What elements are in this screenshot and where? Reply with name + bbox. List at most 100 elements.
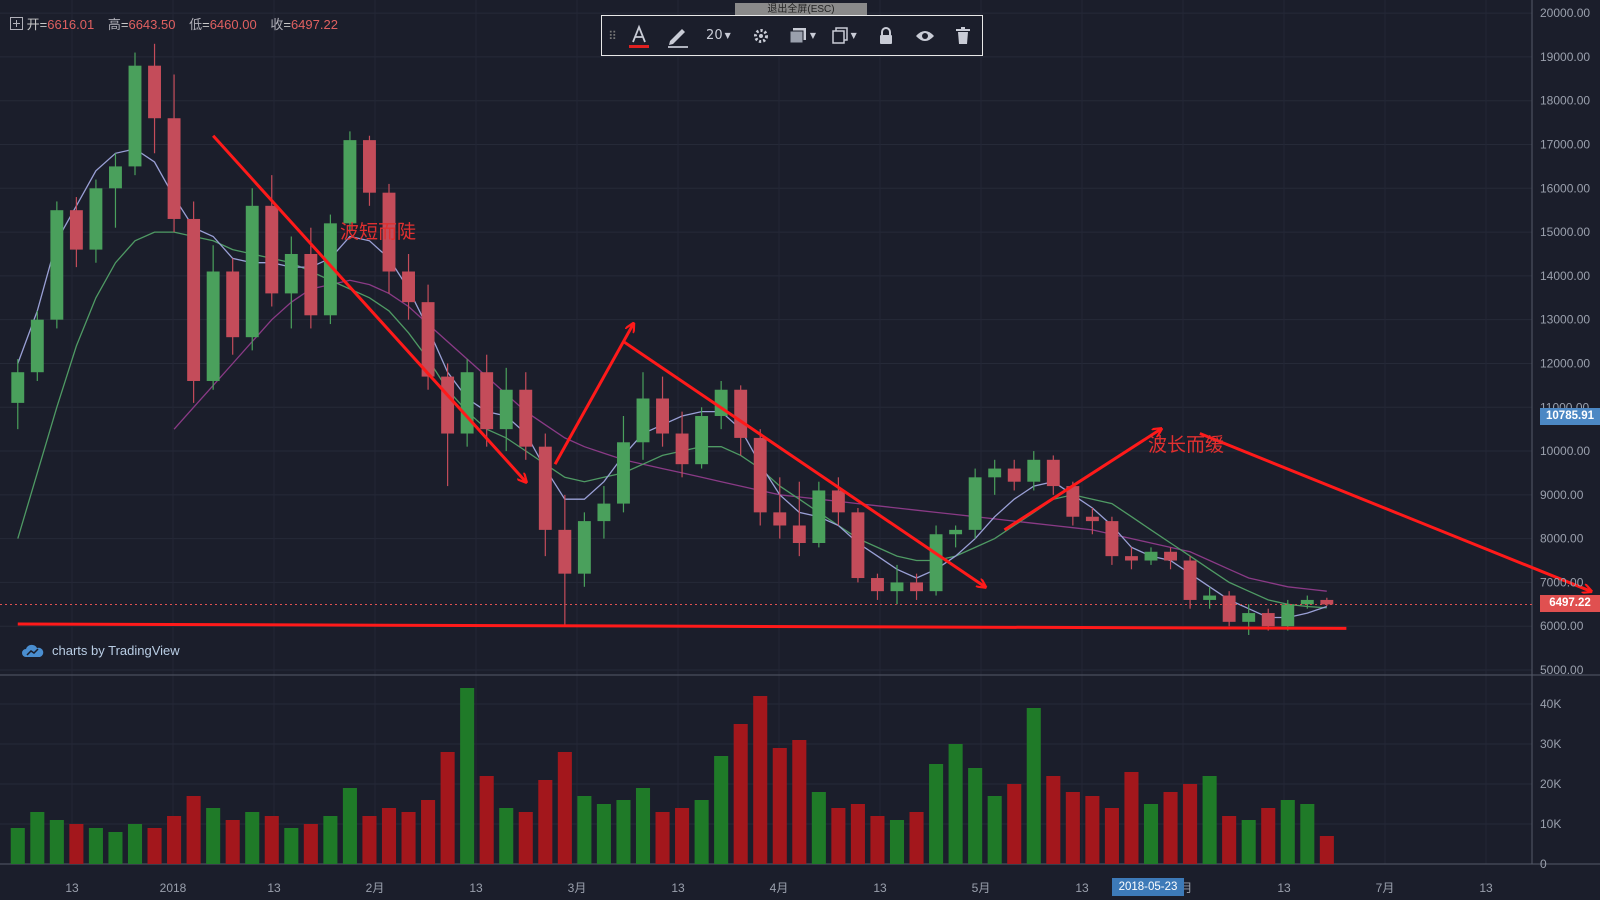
candle-body <box>1222 595 1236 622</box>
time-tick-label: 2月 <box>366 881 385 895</box>
volume-bar <box>1104 808 1119 864</box>
high-value: 6643.50 <box>128 17 176 32</box>
volume-tick-label: 30K <box>1540 737 1561 751</box>
volume-bar <box>714 756 729 864</box>
trash-icon[interactable] <box>944 21 982 51</box>
volume-bar <box>108 832 123 864</box>
volume-bar <box>792 740 807 864</box>
close-label: 收 <box>270 17 284 32</box>
candle-body <box>773 512 787 526</box>
price-tick-label: 9000.00 <box>1540 488 1584 502</box>
candle-body <box>1046 459 1060 487</box>
price-tick-label: 18000.00 <box>1540 94 1590 108</box>
low-value: 6460.00 <box>209 17 257 32</box>
candle-body <box>734 389 748 438</box>
time-axis-ticks: 132018132月133月134月135月136月137月13 <box>65 881 1493 895</box>
drawing-toolbar: ⠿ 20 ▼ ▼ ▼ <box>601 15 983 56</box>
crosshair-price-tag: 10785.91 <box>1540 407 1600 425</box>
candle-body <box>968 477 982 530</box>
volume-bar <box>1026 708 1041 864</box>
open-value: 6616.01 <box>47 17 95 32</box>
volume-bar <box>1124 772 1139 864</box>
volume-bar <box>616 800 631 864</box>
trend-lines <box>0 134 1591 630</box>
volume-bar <box>88 828 103 864</box>
volume-bar <box>1163 792 1178 864</box>
time-tick-label: 5月 <box>972 881 991 895</box>
candle-body <box>1242 613 1256 622</box>
volume-bar <box>909 812 924 864</box>
candle-body <box>1066 486 1080 517</box>
volume-bar <box>323 816 338 864</box>
candle-body <box>597 503 611 522</box>
last-price-tag: 6497.22 <box>1540 595 1600 613</box>
clone-icon[interactable]: ▼ <box>823 21 865 51</box>
time-tick-label: 13 <box>873 881 887 895</box>
candle-body <box>519 389 533 447</box>
expand-icon[interactable] <box>10 17 23 30</box>
candle-body <box>656 398 669 434</box>
volume-bar <box>381 808 397 864</box>
candle-body <box>1125 556 1138 561</box>
volume-bar <box>342 788 357 864</box>
price-tick-label: 16000.00 <box>1540 181 1590 195</box>
volume-bar <box>30 812 45 864</box>
candle-body <box>617 442 630 504</box>
volume-bar <box>460 688 475 864</box>
volume-bar <box>1183 784 1198 864</box>
candle-body <box>441 376 455 434</box>
low-label: 低 <box>189 17 203 32</box>
price-tick-label: 13000.00 <box>1540 313 1590 327</box>
exit-fullscreen-tab[interactable]: 退出全屏(ESC) <box>735 3 867 17</box>
tradingview-branding[interactable]: charts by TradingView <box>22 643 180 658</box>
time-tick-label: 4月 <box>770 881 789 895</box>
volume-bar <box>811 792 826 864</box>
volume-bar <box>1222 816 1237 864</box>
lock-icon[interactable] <box>865 21 907 51</box>
time-tick-label: 13 <box>1479 881 1493 895</box>
line-width-select[interactable]: 20 ▼ <box>706 28 731 43</box>
candle-body <box>30 319 44 373</box>
volume-bar <box>596 804 611 864</box>
trend-line-down-2 <box>622 340 984 587</box>
time-tick-label: 13 <box>671 881 685 895</box>
volume-bar <box>948 744 963 864</box>
volume-bar <box>1065 792 1080 864</box>
drag-handle-icon[interactable]: ⠿ <box>608 28 617 43</box>
close-value: 6497.22 <box>290 17 338 32</box>
volume-bar <box>1046 776 1061 864</box>
volume-bar <box>889 820 905 864</box>
branding-label: charts by TradingView <box>52 643 180 658</box>
candle-body <box>109 166 122 189</box>
volume-bar <box>518 812 533 864</box>
volume-bar <box>1241 820 1256 864</box>
candle-body <box>460 372 474 434</box>
candle-body <box>1203 595 1217 600</box>
eye-icon[interactable] <box>906 21 944 51</box>
volume-bar <box>1202 776 1217 864</box>
volume-bar <box>1300 804 1315 864</box>
candle-body <box>128 65 142 167</box>
volume-bar <box>733 724 748 864</box>
candle-body <box>695 416 709 465</box>
candle-body <box>343 140 357 224</box>
volume-bars <box>10 688 1334 864</box>
layer-icon[interactable]: ▼ <box>781 21 823 51</box>
volume-bar <box>1319 836 1334 864</box>
volume-tick-label: 20K <box>1540 777 1561 791</box>
volume-bar <box>1007 784 1022 864</box>
candle-body <box>323 223 337 316</box>
candle-body <box>988 468 1002 478</box>
candle-body <box>1261 613 1275 627</box>
candle-body <box>480 372 494 430</box>
volume-bar <box>635 788 651 864</box>
volume-bar <box>753 696 768 864</box>
volume-tick-label: 40K <box>1540 697 1561 711</box>
volume-bar <box>479 776 494 864</box>
gear-icon[interactable] <box>741 21 781 51</box>
volume-bar <box>538 780 553 864</box>
brush-icon[interactable] <box>660 21 696 51</box>
text-tool-icon[interactable] <box>618 21 660 51</box>
candle-body <box>1085 516 1099 522</box>
